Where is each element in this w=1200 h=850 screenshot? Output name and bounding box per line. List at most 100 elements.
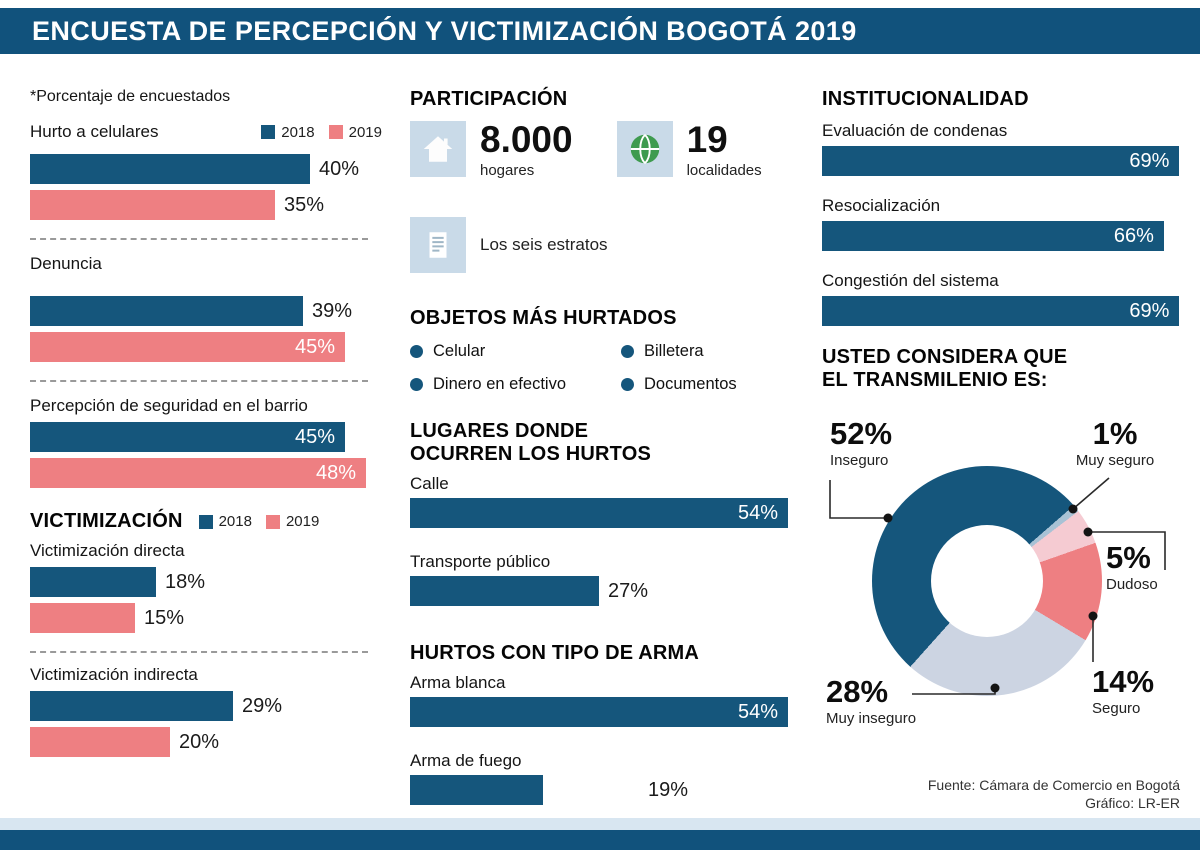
list-item: Billetera [621,342,802,361]
bar-value-label: 69% [1129,149,1170,172]
bar-value-label: 18% [165,570,206,593]
bar-value-label: 19% [648,778,689,801]
bar-row: 19% [410,775,802,805]
bar-value-label: 45% [294,335,335,358]
bar-row: 69% [822,296,1180,326]
credit-line: Gráfico: LR-ER [1085,795,1180,812]
list-item-label: Dinero en efectivo [433,375,566,393]
bar-label-arma-fuego: Arma de fuego [410,751,522,770]
bullet-icon [621,345,634,358]
bar-label-resocializacion: Resocialización [822,196,941,215]
callout-line-dudoso [1088,531,1166,570]
bar-value-label: 54% [737,501,778,524]
bar-victimizacion-indirecta-2019 [30,727,170,757]
bar-value-label: 29% [242,694,283,717]
donut-label-text: Muy seguro [1075,452,1155,469]
document-icon [410,217,466,273]
bar-percepcion-2019: 48% [30,458,366,488]
donut-label-text: Seguro [1092,700,1141,717]
group-hurto-celulares-header: Hurto a celulares 2018 2019 [30,122,390,142]
stat-hogares: 8.000 hogares [410,121,573,179]
bar-row: 54% [410,498,802,528]
group-label-denuncia: Denuncia [30,254,102,273]
stat-text: 8.000 hogares [480,121,573,179]
page-title: ENCUESTA DE PERCEPCIÓN Y VICTIMIZACIÓN B… [32,15,857,46]
list-item-label: Billetera [644,342,704,360]
transmilenio-heading-line1: USTED CONSIDERA QUE [822,346,1068,368]
content: *Porcentaje de encuestados Hurto a celul… [0,54,1200,818]
legend-2019-swatch [265,514,280,529]
stat-text: 19 localidades [687,121,762,179]
legend-2019-swatch [328,125,343,139]
legend-years: 2018 2019 [261,124,390,141]
legend-2018-label: 2018 [281,123,315,141]
legend-years: 2018 2019 [198,513,328,530]
bar-row: 35% [30,190,390,220]
bar-value-label: 35% [284,193,325,216]
bar-row: 27% [410,576,802,606]
callout-line-inseguro [829,480,888,519]
list-item-label: Celular [433,342,486,360]
donut-label-seguro: 14% Seguro [1092,666,1154,717]
bar-row: 66% [822,221,1180,251]
house-icon [410,121,466,177]
armas-heading: HURTOS CON TIPO DE ARMA [410,642,700,664]
donut-label-inseguro: 52% Inseguro [830,418,892,469]
header-bar: ENCUESTA DE PERCEPCIÓN Y VICTIMIZACIÓN B… [0,8,1200,54]
bar-label-transporte: Transporte público [410,552,551,571]
participacion-stats: 8.000 hogares 19 localidades [410,121,802,179]
institucionalidad-heading: INSTITUCIONALIDAD [822,88,1029,110]
bullet-icon [410,345,423,358]
callout-dot-dudoso [1083,527,1093,537]
footnote: *Porcentaje de encuestados [30,88,231,105]
bar-value-label: 15% [144,606,185,629]
bar-row: 45% [30,332,390,362]
donut-label-pct: 5% [1106,540,1151,575]
bar-arma-fuego [410,775,543,805]
donut-label-pct: 28% [826,674,889,709]
objetos-heading: OBJETOS MÁS HURTADOS [410,307,677,329]
donut-label-text: Inseguro [830,452,889,469]
stat-hogares-value: 8.000 [480,119,573,160]
group-label-hurto-celulares: Hurto a celulares [30,122,159,141]
callout-line-muy-inseguro [912,688,996,695]
bar-victimizacion-directa-2018 [30,567,156,597]
list-item-label: Documentos [644,375,737,393]
group-label-victimizacion-directa: Victimización directa [30,541,185,560]
bar-label-calle: Calle [410,474,449,493]
bullet-icon [621,378,634,391]
legend-2019-label: 2019 [285,513,320,530]
bar-label-congestion: Congestión del sistema [822,271,999,290]
group-label-victimizacion-indirecta: Victimización indirecta [30,665,198,684]
stat-localidades-label: localidades [686,162,762,179]
bar-row: 20% [30,727,390,757]
right-column: INSTITUCIONALIDAD Evaluación de condenas… [822,74,1180,818]
bar-row: 40% [30,154,390,184]
left-column: *Porcentaje de encuestados Hurto a celul… [30,74,390,818]
lugares-heading-line1: LUGARES DONDE [410,420,589,442]
divider [30,238,368,240]
bar-hurto-2019 [30,190,275,220]
stat-estratos: Los seis estratos [410,217,802,273]
legend-2018-swatch [261,125,276,139]
callout-dot-seguro [1088,611,1098,621]
bar-row: 48% [30,458,390,488]
bar-victimizacion-directa-2019 [30,603,135,633]
lugares-heading: LUGARES DONDE OCURREN LOS HURTOS [410,420,802,466]
bar-value-label: 48% [315,461,356,484]
group-label-percepcion: Percepción de seguridad en el barrio [30,396,308,415]
bar-row: 54% [410,697,802,727]
donut-label-dudoso: 5% Dudoso [1106,542,1158,593]
bar-row: 45% [30,422,390,452]
stat-hogares-label: hogares [480,162,535,179]
bar-denuncia-2019: 45% [30,332,345,362]
bar-percepcion-2018: 45% [30,422,345,452]
donut-label-muy-seguro: 1% Muy seguro [1065,418,1165,469]
objetos-list: Celular Billetera Dinero en efectivo Doc… [410,342,802,394]
bar-row: 39% [30,296,390,326]
transmilenio-heading-line2: EL TRANSMILENIO ES: [822,369,1048,391]
transmilenio-heading: USTED CONSIDERA QUE EL TRANSMILENIO ES: [822,346,1180,392]
list-item: Celular [410,342,621,361]
lugares-heading-line2: OCURREN LOS HURTOS [410,443,652,465]
middle-column: PARTICIPACIÓN 8.000 hogares [410,74,802,818]
